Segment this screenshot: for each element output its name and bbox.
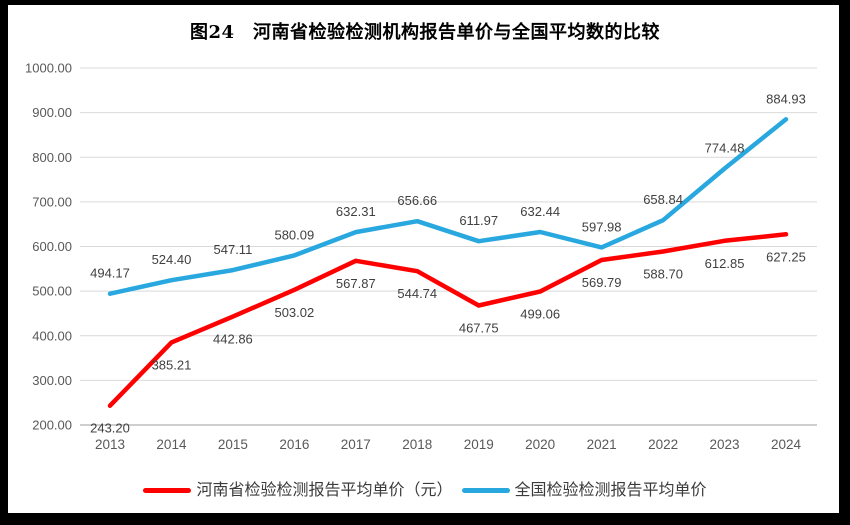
data-label-henan: 588.70 — [643, 267, 683, 282]
data-label-national: 611.97 — [459, 213, 498, 228]
y-axis-tick-label: 800.00 — [32, 150, 72, 165]
series-line-national — [107, 117, 789, 296]
y-axis-tick-label: 900.00 — [32, 105, 72, 120]
chart-title: 图24 河南省检验检测机构报告单价与全国平均数的比较 — [189, 22, 661, 43]
legend-label-henan: 河南省检验检测报告平均单价（元） — [196, 480, 453, 499]
data-label-henan: 442.86 — [213, 332, 253, 347]
data-label-national: 524.40 — [152, 252, 192, 267]
data-label-henan: 569.79 — [582, 275, 622, 290]
national-line-swatch — [461, 487, 510, 493]
x-axis-tick-label: 2014 — [156, 437, 187, 452]
y-axis-tick-label: 1000.00 — [25, 61, 72, 76]
x-axis-tick-label: 2017 — [341, 437, 371, 452]
data-label-national: 656.66 — [397, 193, 437, 208]
data-label-national: 597.98 — [582, 219, 622, 234]
data-label-henan: 385.21 — [152, 357, 192, 372]
data-label-national: 774.48 — [705, 141, 745, 156]
x-axis-tick-label: 2021 — [587, 437, 617, 452]
x-axis-tick-label: 2022 — [648, 437, 678, 452]
data-label-henan: 544.74 — [397, 286, 437, 301]
y-axis-tick-label: 500.00 — [32, 284, 72, 299]
chart-canvas — [8, 5, 839, 513]
x-axis-tick-label: 2015 — [218, 437, 248, 452]
y-axis-tick-label: 700.00 — [32, 194, 72, 209]
data-label-henan: 467.75 — [459, 321, 499, 336]
x-axis-tick-label: 2018 — [402, 437, 432, 452]
y-axis-tick-label: 600.00 — [32, 239, 72, 254]
legend-label-national: 全国检验检测报告平均单价 — [514, 480, 707, 499]
data-label-henan: 243.20 — [90, 421, 130, 436]
data-label-henan: 499.06 — [520, 307, 560, 322]
data-label-national: 580.09 — [274, 227, 314, 242]
data-label-henan: 627.25 — [766, 249, 806, 264]
data-label-national: 658.84 — [643, 192, 683, 207]
data-label-national: 494.17 — [90, 266, 130, 281]
y-axis-tick-label: 200.00 — [32, 418, 72, 433]
series-line-henan — [107, 232, 789, 408]
data-label-national: 547.11 — [214, 242, 253, 257]
data-label-henan: 612.85 — [705, 256, 745, 271]
x-axis-tick-label: 2019 — [464, 437, 494, 452]
legend-item-national: 全国检验检测报告平均单价 — [461, 480, 707, 500]
data-label-national: 884.93 — [766, 91, 806, 106]
data-label-henan: 567.87 — [336, 276, 376, 291]
henan-line-swatch — [143, 487, 192, 493]
x-axis-tick-label: 2013 — [95, 437, 125, 452]
y-axis-tick-label: 300.00 — [32, 373, 72, 388]
x-axis-tick-label: 2024 — [771, 437, 802, 452]
data-label-national: 632.31 — [336, 204, 376, 219]
x-axis-tick-label: 2016 — [279, 437, 309, 452]
legend-item-henan: 河南省检验检测报告平均单价（元） — [143, 480, 453, 500]
data-label-henan: 503.02 — [274, 305, 314, 320]
x-axis-tick-label: 2023 — [710, 437, 740, 452]
x-axis-tick-label: 2020 — [525, 437, 555, 452]
y-axis-tick-label: 400.00 — [32, 328, 72, 343]
chart-legend: 河南省检验检测报告平均单价（元） 全国检验检测报告平均单价 — [0, 480, 850, 500]
data-label-national: 632.44 — [520, 204, 560, 219]
